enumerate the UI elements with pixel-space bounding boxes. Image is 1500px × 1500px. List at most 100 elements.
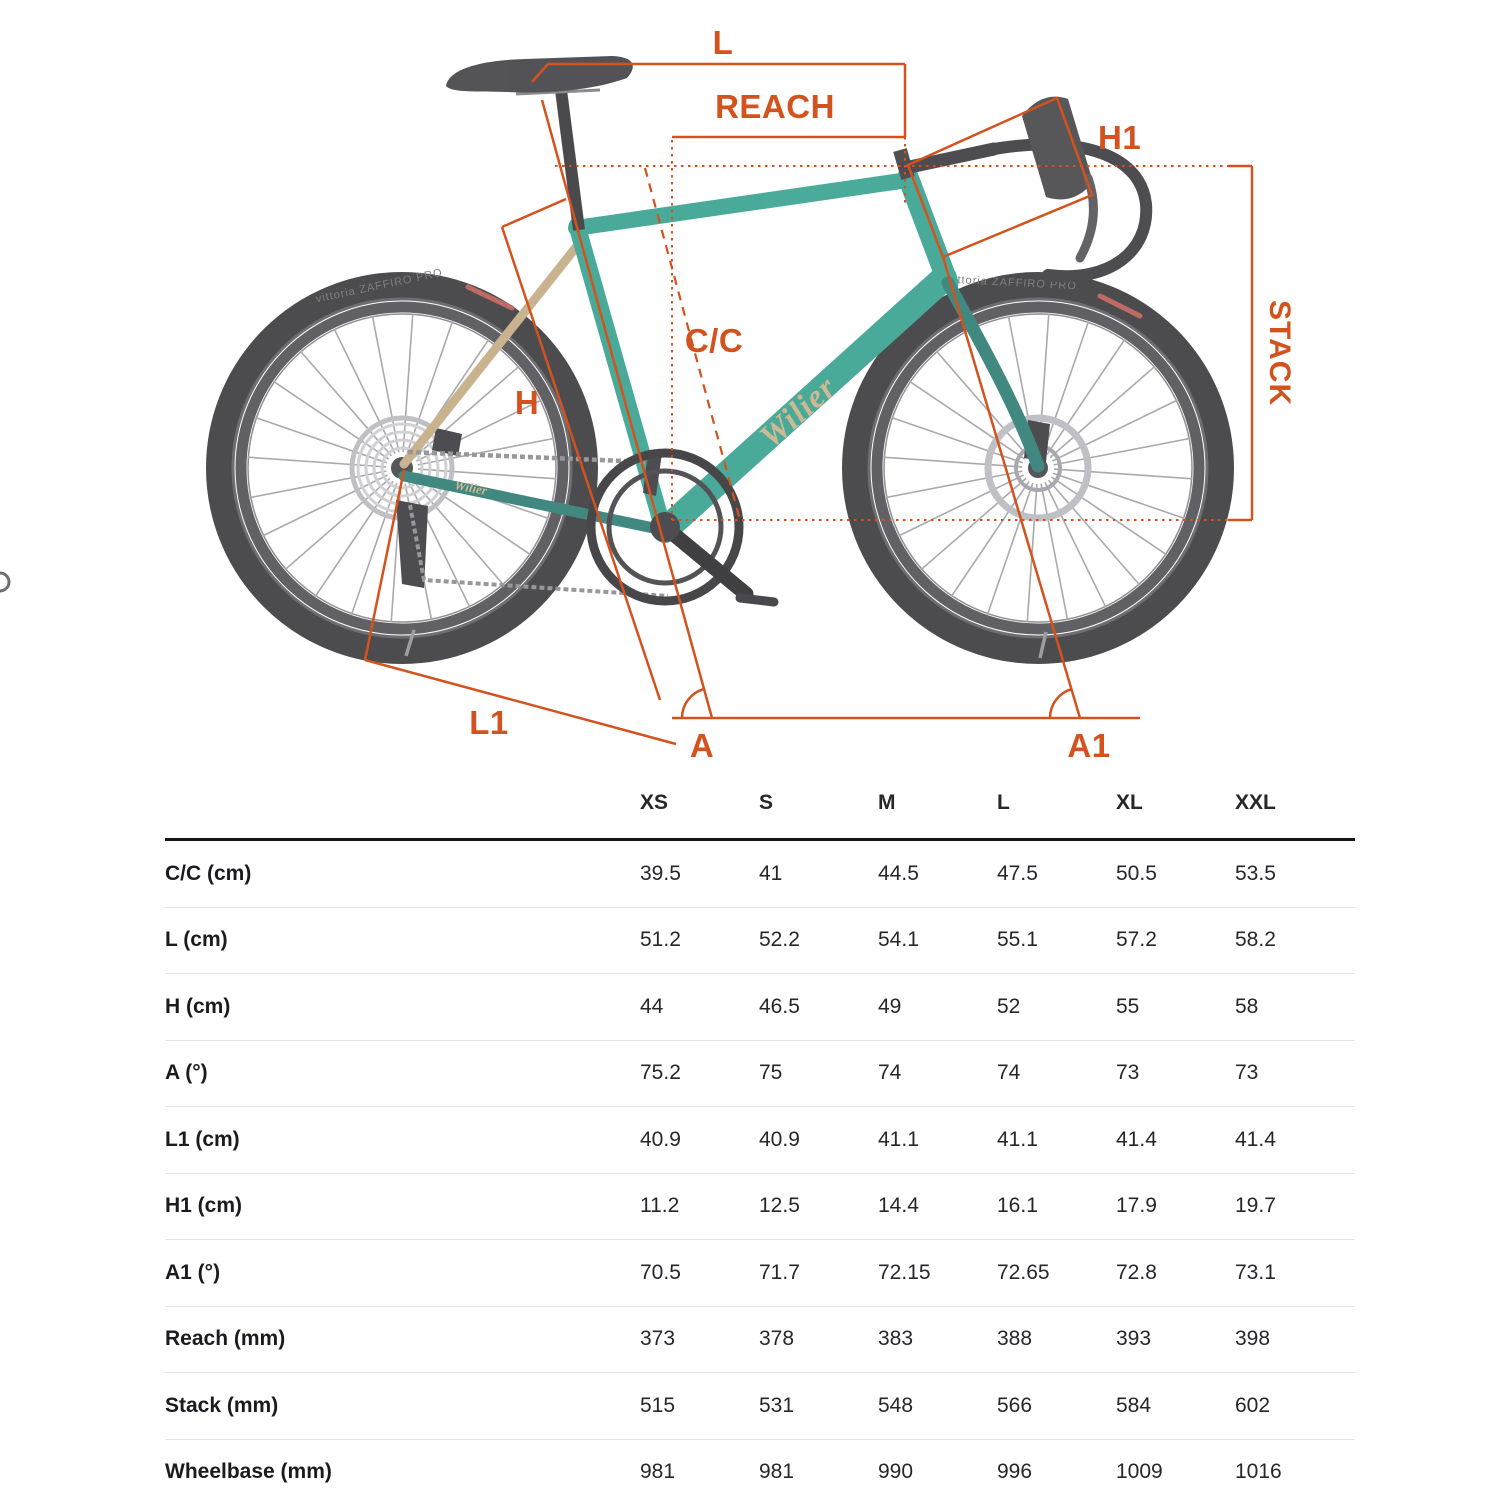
bottom-bracket bbox=[650, 512, 680, 542]
measurement-overlay: L REACH H1 C/C H STACK L1 A A1 bbox=[363, 24, 1296, 764]
front-valve bbox=[1038, 631, 1048, 659]
cell-value: 602 bbox=[1235, 1393, 1271, 1417]
spoke bbox=[1040, 483, 1069, 621]
chainstay bbox=[398, 470, 669, 536]
spoke bbox=[414, 476, 531, 556]
row-label: Wheelbase (mm) bbox=[165, 1460, 332, 1484]
cell-value: 14.4 bbox=[878, 1194, 919, 1218]
cell-value: 41 bbox=[759, 861, 783, 885]
rear-derailleur bbox=[396, 500, 428, 588]
spoke bbox=[1044, 482, 1107, 608]
cell-value: 74 bbox=[997, 1061, 1021, 1085]
row-label: H (cm) bbox=[165, 994, 231, 1018]
rear-rim-inner bbox=[247, 313, 557, 623]
spoke bbox=[262, 474, 388, 537]
spoke bbox=[1052, 399, 1178, 462]
row-label: A (°) bbox=[165, 1061, 208, 1085]
cell-value: 52.2 bbox=[759, 928, 800, 952]
spoke bbox=[1046, 339, 1126, 456]
cell-value: 373 bbox=[640, 1327, 676, 1351]
cassette-ring-3 bbox=[372, 438, 432, 498]
spoke bbox=[883, 456, 1023, 468]
row-label: A1 (°) bbox=[165, 1260, 221, 1284]
front-rim-inner bbox=[883, 313, 1193, 623]
cell-value: 47.5 bbox=[997, 861, 1038, 885]
cell-value: 17.9 bbox=[1116, 1194, 1157, 1218]
chainring-inner bbox=[606, 468, 724, 586]
down-tube bbox=[652, 265, 957, 543]
column-header-xs: XS bbox=[640, 791, 669, 814]
size-header-row: XS S M L XL XXL bbox=[165, 768, 1355, 841]
cell-value: 57.2 bbox=[1116, 928, 1157, 952]
cell-value: 75.2 bbox=[640, 1061, 681, 1085]
cell-value: 73 bbox=[1235, 1061, 1259, 1085]
chain-top bbox=[407, 449, 649, 465]
spoke bbox=[408, 482, 471, 608]
fork bbox=[941, 276, 1045, 473]
rear-wheel: vittoria ZAFFIRO PRO bbox=[0, 267, 598, 664]
cell-value: 990 bbox=[878, 1460, 914, 1484]
cc-measure-line bbox=[643, 167, 742, 521]
label-l1: L1 bbox=[469, 704, 509, 741]
label-cc: C/C bbox=[685, 322, 743, 359]
spoke bbox=[350, 482, 398, 615]
h-measure-line bbox=[500, 226, 662, 701]
row-label: H1 (cm) bbox=[165, 1194, 243, 1218]
cell-value: 39.5 bbox=[640, 861, 681, 885]
label-stack: STACK bbox=[1263, 300, 1296, 406]
front-rotor bbox=[984, 414, 1092, 522]
table-row: H1 (cm) 11.2 12.5 14.4 16.1 17.9 19.7 bbox=[165, 1174, 1355, 1240]
cell-value: 548 bbox=[878, 1393, 914, 1417]
steering-axis-line bbox=[941, 256, 1082, 719]
cell-value: 41.4 bbox=[1235, 1127, 1276, 1151]
cell-value: 50.5 bbox=[1116, 861, 1157, 885]
cell-value: 58 bbox=[1235, 994, 1259, 1018]
drivetrain bbox=[407, 448, 779, 607]
front-rim bbox=[871, 301, 1205, 635]
cell-value: 981 bbox=[759, 1460, 795, 1484]
cell-value: 40.9 bbox=[759, 1127, 800, 1151]
stem bbox=[898, 142, 1001, 175]
table-row: Stack (mm) 515 531 548 566 584 602 bbox=[165, 1373, 1355, 1440]
cell-value: 54.1 bbox=[878, 928, 919, 952]
cell-value: 70.5 bbox=[640, 1260, 681, 1284]
label-h: H bbox=[515, 384, 539, 421]
cell-value: 16.1 bbox=[997, 1194, 1038, 1218]
front-tire-edge bbox=[867, 297, 1209, 639]
column-header-xxl: XXL bbox=[1235, 791, 1276, 814]
cell-value: 378 bbox=[759, 1327, 795, 1351]
spoke bbox=[909, 380, 1026, 460]
saddle-rails bbox=[515, 88, 601, 96]
geometry-table-body: C/C (cm) 39.5 41 44.5 47.5 50.5 53.5 L (cm) 51.2… bbox=[165, 841, 1355, 1500]
bike-geometry-diagram: vittoria ZAFFIRO PRO vittoria ZAFFIRO PR… bbox=[0, 24, 1296, 764]
cell-value: 1016 bbox=[1235, 1460, 1282, 1484]
row-label: L1 (cm) bbox=[165, 1127, 240, 1151]
cell-value: 12.5 bbox=[759, 1194, 800, 1218]
cell-value: 72.65 bbox=[997, 1260, 1050, 1284]
cell-value: 19.7 bbox=[1235, 1194, 1276, 1218]
chainstay-brand-logo: Wilier bbox=[453, 477, 489, 498]
cell-value: 566 bbox=[997, 1393, 1033, 1417]
cell-value: 41.1 bbox=[878, 1127, 919, 1151]
rear-tire-red-mark bbox=[465, 284, 515, 311]
cell-value: 52 bbox=[997, 994, 1021, 1018]
spoke bbox=[371, 315, 400, 453]
cell-value: 71.7 bbox=[759, 1260, 800, 1284]
cell-value: 49 bbox=[878, 994, 902, 1018]
cell-value: 75 bbox=[759, 1061, 783, 1085]
spoke bbox=[1047, 479, 1141, 586]
cell-value: 72.15 bbox=[878, 1260, 931, 1284]
cell-value: 393 bbox=[1116, 1327, 1152, 1351]
rear-brake-caliper bbox=[432, 428, 462, 456]
brake-lever bbox=[1075, 173, 1098, 263]
l1-measure-line bbox=[364, 658, 677, 746]
cell-value: 1009 bbox=[1116, 1460, 1163, 1484]
spoke bbox=[402, 313, 414, 453]
spoke bbox=[417, 437, 555, 466]
front-tire bbox=[842, 272, 1234, 664]
spoke bbox=[1052, 472, 1185, 520]
table-row: C/C (cm) 39.5 41 44.5 47.5 50.5 53.5 bbox=[165, 841, 1355, 908]
spoke bbox=[255, 416, 388, 464]
spoke bbox=[249, 470, 387, 499]
spoke bbox=[299, 350, 393, 457]
